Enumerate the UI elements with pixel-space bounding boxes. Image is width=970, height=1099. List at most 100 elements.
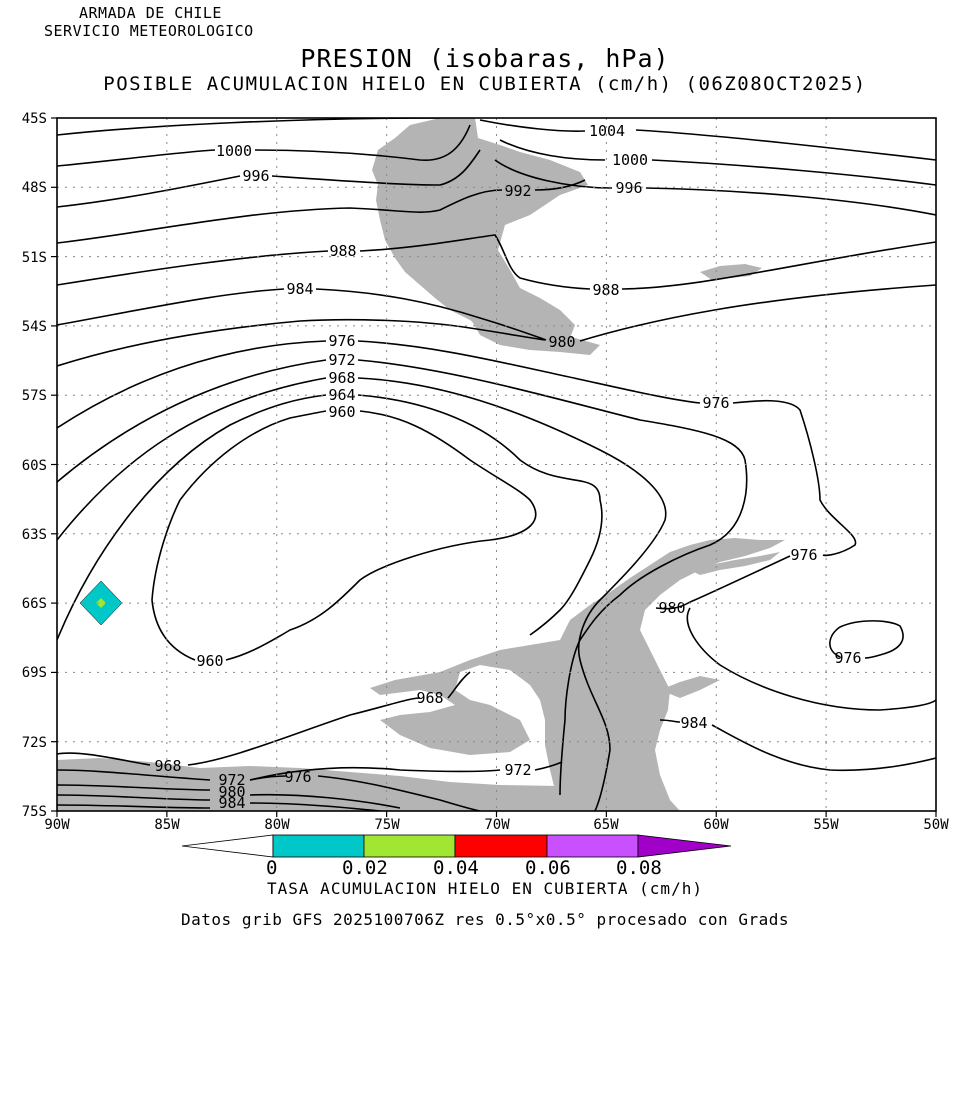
isobar-968-south xyxy=(57,671,471,766)
isobar-976 xyxy=(57,340,857,603)
isobar-988-west xyxy=(57,234,591,290)
isobar-label: 976 xyxy=(284,768,311,786)
agency-name: ARMADA DE CHILE xyxy=(79,4,222,22)
land-falklands xyxy=(700,264,762,280)
isobar-label: 996 xyxy=(242,167,269,185)
isobar-label: 968 xyxy=(416,689,443,707)
isobar-996-east xyxy=(494,159,936,216)
colorbar-tick-label: 0.08 xyxy=(616,857,662,879)
isobar-984-south-b xyxy=(57,802,381,811)
isobar-996-west xyxy=(57,149,481,208)
isobar-label: 972 xyxy=(328,351,355,369)
isobar-960 xyxy=(151,410,537,661)
map-subtitle: POSIBLE ACUMULACION HIELO EN CUBIERTA (c… xyxy=(103,73,867,95)
lat-label: 48S xyxy=(22,180,47,196)
isobar-988-east xyxy=(621,241,936,290)
isobar-label: 992 xyxy=(504,182,531,200)
ice-accretion-area xyxy=(79,580,123,626)
isobar-984-south xyxy=(659,719,936,772)
lat-label: 66S xyxy=(22,596,47,612)
colorbar-tick-label: 0.02 xyxy=(342,857,388,879)
isobars xyxy=(57,118,936,811)
lat-label: 63S xyxy=(22,527,47,543)
lon-label: 75W xyxy=(374,817,400,833)
isobar-label: 976 xyxy=(328,332,355,350)
service-name: SERVICIO METEOROLOGICO xyxy=(44,22,254,40)
data-source-note: Datos grib GFS 2025100706Z res 0.5°x0.5°… xyxy=(181,910,789,929)
lon-label: 80W xyxy=(264,817,290,833)
lon-label: 55W xyxy=(813,817,839,833)
isobar-976-south xyxy=(829,620,904,659)
colorbar-swatch xyxy=(546,834,639,858)
isobar-980-south-b xyxy=(57,793,401,809)
colorbar-tick-label: 0 xyxy=(266,857,278,879)
isobar-992 xyxy=(57,179,586,244)
lat-label: 72S xyxy=(22,735,47,751)
lat-label: 51S xyxy=(22,250,47,266)
colorbar-over-triangle xyxy=(637,834,732,858)
lon-label: 90W xyxy=(44,817,70,833)
isobar-label: 984 xyxy=(218,794,245,812)
isobar-label: 1000 xyxy=(612,151,648,169)
isobar-984 xyxy=(57,284,936,342)
colorbar-swatch xyxy=(272,834,365,858)
isobar-label: 960 xyxy=(328,403,355,421)
lat-label: 60S xyxy=(22,458,47,474)
isobar-968 xyxy=(57,377,667,811)
colorbar-tick-label: 0.06 xyxy=(525,857,571,879)
lon-label: 85W xyxy=(154,817,180,833)
isobar-label: 960 xyxy=(196,652,223,670)
isobar-972 xyxy=(57,359,748,796)
lon-label: 60W xyxy=(703,817,729,833)
land-masses xyxy=(57,118,785,811)
isobar-label: 964 xyxy=(328,386,355,404)
land-south-america xyxy=(372,118,588,350)
colorbar xyxy=(181,834,732,858)
lat-label: 75S xyxy=(22,804,47,820)
isobar-label: 984 xyxy=(680,714,707,732)
colorbar-swatch xyxy=(454,834,548,858)
isobar-1000-east xyxy=(499,139,936,186)
land-south-shetlands xyxy=(690,552,780,575)
land-islands-east xyxy=(660,676,720,698)
isobar-label: 972 xyxy=(504,761,531,779)
isobar-label: 980 xyxy=(658,599,685,617)
isobar-label: 976 xyxy=(790,546,817,564)
isobar-label: 968 xyxy=(154,757,181,775)
lat-label: 54S xyxy=(22,319,47,335)
isobar-label: 1000 xyxy=(216,142,252,160)
isobar-1000-west xyxy=(57,124,471,167)
colorbar-tick-label: 0.04 xyxy=(433,857,479,879)
isobar-976-south-b xyxy=(57,775,481,811)
isobar-label: 968 xyxy=(328,369,355,387)
lon-label: 70W xyxy=(484,817,510,833)
lon-label: 50W xyxy=(923,817,949,833)
lat-label: 69S xyxy=(22,665,47,681)
isobar-label: 988 xyxy=(592,281,619,299)
lat-label: 57S xyxy=(22,388,47,404)
isobar-label: 980 xyxy=(548,333,575,351)
isobar-972-south xyxy=(57,761,563,781)
colorbar-under-triangle xyxy=(181,834,274,858)
colorbar-title: TASA ACUMULACION HIELO EN CUBIERTA (cm/h… xyxy=(267,879,703,898)
isobar-label: 996 xyxy=(615,179,642,197)
isobar-label: 980 xyxy=(218,783,245,801)
isobar-label: 972 xyxy=(218,771,245,789)
map-title: PRESION (isobaras, hPa) xyxy=(300,44,670,73)
land-antarctic-peninsula xyxy=(370,538,785,811)
isobar-label: 976 xyxy=(702,394,729,412)
axis-ticks xyxy=(51,117,937,817)
isobar-980-south xyxy=(655,601,936,711)
lat-label: 45S xyxy=(22,111,47,127)
isobar-labels: 1004 1000 1000 996 996 992 988 988 984 9… xyxy=(154,122,861,812)
lon-label: 65W xyxy=(593,817,619,833)
isobar-964 xyxy=(57,394,603,641)
isobar-label: 976 xyxy=(834,649,861,667)
isobar-label: 984 xyxy=(286,280,313,298)
grid-lines xyxy=(57,118,936,811)
isobar-label: 988 xyxy=(329,242,356,260)
isobar-label: 1004 xyxy=(589,122,625,140)
isobar-980 xyxy=(57,318,546,367)
colorbar-swatch xyxy=(363,834,456,858)
